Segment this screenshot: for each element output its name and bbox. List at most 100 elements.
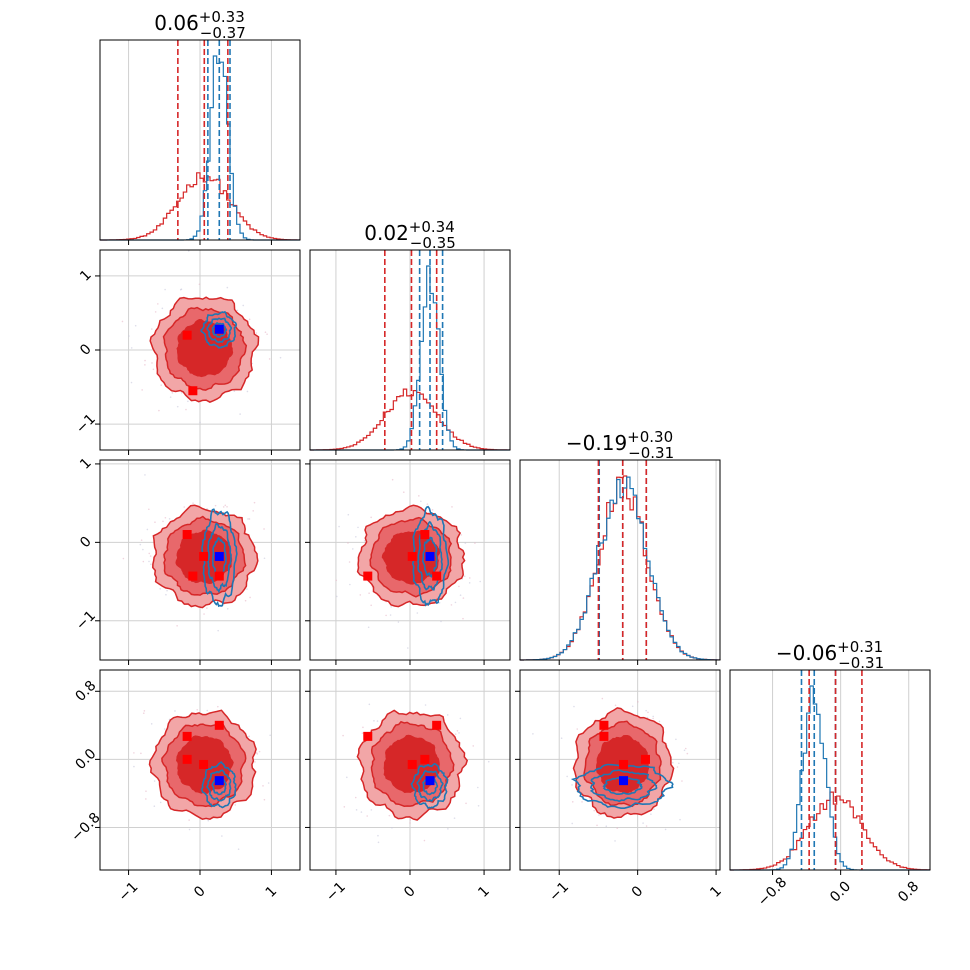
sample-point [248, 518, 251, 520]
marker-red [199, 551, 209, 561]
sample-point [426, 503, 429, 505]
marker-red [182, 754, 192, 764]
sample-point [160, 384, 163, 386]
sample-point [242, 304, 245, 307]
sample-point [255, 332, 258, 334]
sample-point [133, 765, 135, 768]
sample-point [183, 506, 186, 508]
sample-point [684, 747, 687, 750]
sample-point [144, 474, 146, 476]
sample-point [336, 595, 338, 598]
sample-point [349, 583, 351, 586]
y-tick-label: 0 [77, 341, 95, 359]
sample-point [142, 712, 145, 715]
density-contour-blue [211, 322, 228, 339]
sample-point [234, 804, 237, 806]
y-tick-label: 0.8 [72, 678, 99, 705]
sample-point [217, 705, 219, 708]
sample-point [362, 726, 364, 729]
density-contour-blue [602, 775, 643, 796]
sample-point [367, 626, 370, 629]
sample-point [164, 516, 167, 519]
sample-point [368, 703, 371, 706]
sample-point [454, 601, 457, 604]
sample-point [402, 491, 405, 494]
scatter-panel-6 [520, 670, 720, 870]
sample-point [214, 504, 217, 507]
sample-point [140, 752, 142, 755]
sample-point [571, 784, 573, 786]
sample-point [130, 347, 133, 349]
sample-point [458, 732, 460, 734]
sample-point [447, 828, 449, 830]
sample-point [357, 526, 359, 529]
sample-point [589, 797, 591, 800]
sample-point [347, 542, 349, 544]
sample-point [354, 796, 357, 799]
sample-point [605, 825, 608, 828]
sample-point [645, 825, 648, 827]
sample-point [456, 730, 459, 732]
marker-red [407, 759, 417, 769]
sample-point [574, 758, 576, 761]
sample-point [566, 775, 568, 778]
sample-point [198, 283, 201, 286]
marker-red [199, 759, 209, 769]
sample-point [397, 621, 400, 623]
x-tick-label: 1 [707, 883, 725, 901]
sample-point [683, 749, 686, 752]
x-tick-label: 0.8 [895, 878, 922, 905]
panel-content [121, 250, 282, 424]
y-tick-label: 0.0 [72, 746, 99, 773]
sample-point [463, 575, 466, 578]
sample-point [180, 391, 183, 394]
sample-point [180, 288, 183, 291]
sample-point [451, 506, 453, 508]
sample-point [226, 505, 228, 508]
sample-point [424, 704, 427, 706]
marker-red [182, 530, 192, 540]
sample-point [244, 599, 247, 602]
scatter-panel-1 [100, 250, 300, 450]
sample-point [217, 629, 219, 632]
sample-point [169, 396, 172, 398]
x-tick-label: 0 [401, 883, 419, 901]
sample-point [249, 596, 251, 599]
sample-point [168, 518, 171, 520]
sample-point [363, 539, 366, 542]
sample-point [142, 560, 145, 563]
sample-point [370, 516, 372, 519]
sample-point [576, 728, 579, 730]
sample-point [255, 752, 258, 754]
sample-point [601, 697, 604, 700]
sample-point [678, 762, 680, 765]
sample-point [681, 780, 683, 782]
sample-point [614, 840, 616, 842]
scatter-panel-2 [100, 460, 300, 660]
sample-point [420, 500, 422, 503]
sample-point [366, 815, 369, 817]
sample-point [418, 495, 420, 497]
sample-point [342, 734, 344, 737]
sample-point [222, 506, 225, 508]
x-tick-label: 1 [475, 883, 493, 901]
sample-point [423, 839, 426, 842]
sample-point [598, 814, 600, 816]
sample-point [385, 614, 387, 617]
y-tick-label: −1 [73, 411, 99, 437]
sample-point [148, 552, 151, 555]
sample-point [686, 752, 689, 755]
sample-point [487, 760, 490, 763]
sample-point [593, 809, 596, 812]
sample-point [465, 802, 467, 805]
marginal-panel-4 [729, 670, 931, 871]
sample-point [122, 557, 125, 560]
sample-point [130, 381, 133, 384]
sample-point [151, 362, 153, 364]
sample-point [637, 701, 639, 703]
sample-point [145, 798, 147, 800]
sample-point [248, 735, 251, 738]
sample-point [389, 614, 392, 616]
sample-point [142, 548, 144, 551]
sample-point [154, 311, 157, 313]
